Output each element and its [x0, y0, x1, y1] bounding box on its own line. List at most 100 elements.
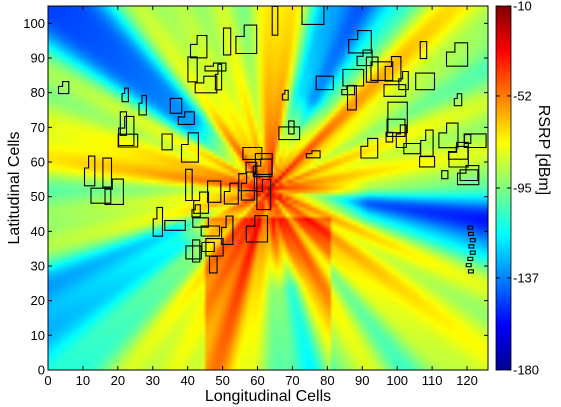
x-tick-label: 100 — [386, 373, 408, 388]
y-tick-label: 70 — [31, 120, 45, 135]
x-tick-label: 60 — [250, 373, 264, 388]
colorbar-tick-label: -52 — [513, 88, 532, 103]
y-tick-label: 20 — [31, 293, 45, 308]
x-axis-title: Longitudinal Cells — [205, 388, 331, 405]
building-outline — [207, 180, 222, 203]
building-outline — [419, 41, 428, 60]
building-outline — [383, 84, 407, 97]
y-tick-label: 10 — [31, 328, 45, 343]
building-outline — [152, 206, 164, 237]
building-outline — [161, 133, 173, 151]
building-outline — [185, 168, 193, 202]
colorbar-tick-label: -95 — [513, 181, 532, 196]
colorbar: -10 -52 -95 -137 -180 RSRP [dBm] — [495, 0, 552, 378]
plot-frame — [47, 5, 489, 371]
building-outline — [415, 72, 436, 91]
building-outline — [469, 238, 476, 243]
building-outline — [346, 84, 357, 111]
colorbar-tick-label: -137 — [513, 270, 539, 285]
building-outline — [305, 150, 321, 159]
y-tick-label: 90 — [31, 51, 45, 66]
x-tick-label: 40 — [180, 373, 194, 388]
building-outline — [102, 157, 113, 188]
building-outline — [169, 97, 183, 114]
y-tick-label: 30 — [31, 259, 45, 274]
building-outline — [348, 30, 372, 54]
building-outline — [222, 27, 232, 56]
building-outline — [235, 24, 258, 55]
building-outline — [301, 6, 325, 25]
heatmap-field — [48, 6, 488, 370]
building-outline — [438, 122, 459, 149]
building-outline — [254, 153, 273, 175]
building-outline — [341, 85, 356, 96]
building-outline — [467, 225, 474, 230]
y-tick-label: 50 — [31, 189, 45, 204]
building-outline — [465, 263, 472, 268]
building-outline — [419, 156, 436, 168]
building-outline — [445, 42, 469, 67]
building-outline — [315, 75, 334, 91]
heatmap-image — [48, 6, 488, 370]
building-outline — [398, 70, 409, 91]
building-outline — [191, 204, 201, 218]
building-outline — [453, 93, 463, 107]
building-outline — [193, 191, 210, 214]
colorbar-title: RSRP [dBm] — [535, 105, 552, 195]
building-outline — [278, 126, 301, 141]
building-outline — [221, 215, 234, 245]
building-outline — [467, 256, 474, 262]
x-tick-label: 30 — [146, 373, 160, 388]
building-outline — [214, 63, 223, 91]
building-outline — [459, 169, 479, 182]
building-outline — [118, 115, 135, 147]
building-outline — [208, 255, 218, 274]
building-outline — [365, 56, 379, 83]
building-outline — [468, 244, 475, 249]
building-outline — [256, 178, 272, 211]
building-outline — [180, 132, 199, 163]
building-outline — [185, 245, 202, 260]
y-axis: 0 10 20 30 40 50 60 70 80 90 100 — [23, 16, 488, 378]
building-outline — [57, 81, 70, 95]
building-outline — [281, 89, 289, 101]
building-outline — [288, 120, 295, 135]
building-outline — [192, 217, 209, 228]
building-outline — [386, 118, 406, 137]
building-outline — [177, 111, 195, 125]
y-axis-title: Latitudinal Cells — [6, 132, 23, 245]
building-outline — [448, 141, 469, 168]
x-axis: 0 10 20 30 40 50 60 70 80 90 100 110 120 — [44, 6, 478, 388]
colorbar-ticks: -10 -52 -95 -137 -180 — [496, 0, 539, 378]
building-outline — [83, 155, 96, 187]
building-outline — [238, 161, 258, 192]
building-outline — [463, 133, 487, 149]
x-tick-label: 50 — [215, 373, 229, 388]
building-outline — [119, 111, 128, 136]
building-outline — [104, 178, 124, 205]
building-outline — [384, 56, 402, 82]
x-tick-label: 20 — [111, 373, 125, 388]
building-outline — [242, 146, 263, 160]
building-outline — [456, 165, 480, 186]
building-outline — [441, 170, 449, 180]
building-outline — [121, 87, 129, 103]
building-outline — [138, 94, 147, 116]
x-tick-label: 90 — [355, 373, 369, 388]
colorbar-tick-label: -10 — [513, 0, 532, 14]
x-tick-label: 0 — [44, 373, 51, 388]
building-outline — [467, 231, 474, 237]
building-outline — [395, 124, 407, 149]
building-outline — [187, 56, 198, 83]
x-tick-label: 10 — [76, 373, 90, 388]
building-outline — [189, 34, 208, 59]
building-outline — [360, 137, 379, 159]
building-outline — [90, 187, 112, 204]
building-outline — [164, 220, 186, 231]
colorbar-tick-label: -180 — [513, 363, 539, 378]
building-outline — [356, 49, 373, 67]
building-outline — [201, 241, 215, 253]
building-outline — [194, 75, 218, 94]
y-tick-label: 80 — [31, 85, 45, 100]
